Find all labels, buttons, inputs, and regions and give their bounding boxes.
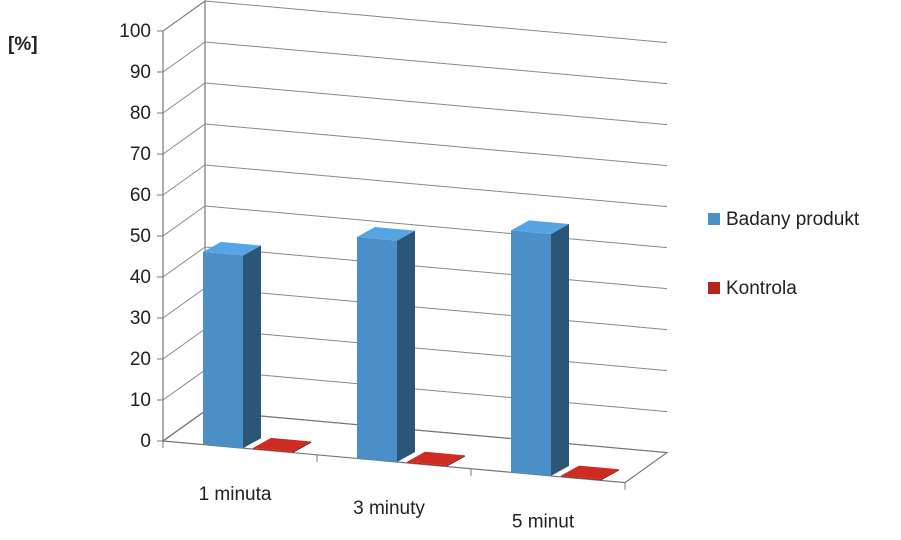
y-tick-label-7: 70: [130, 144, 151, 165]
legend-swatch-0: [708, 213, 720, 225]
gridline-side-4: [163, 247, 205, 277]
gridline-side-9: [163, 42, 205, 72]
gridline-8: [205, 83, 667, 125]
gridline-6: [205, 165, 667, 207]
y-axis-ticks: 0 10 20 30 40 50 60 70 80 90 100: [119, 21, 163, 452]
bar-badany-produkt-1: [357, 227, 415, 462]
gridline-4: [205, 247, 667, 289]
bar-front: [357, 237, 397, 462]
x-category-label-2: 5 minut: [512, 512, 575, 533]
gridline-3: [205, 288, 667, 330]
legend-label-1: Kontrola: [726, 278, 797, 299]
y-tick-label-0: 0: [140, 431, 151, 452]
bar-side: [397, 231, 415, 462]
y-tick-label-5: 50: [130, 226, 151, 247]
gridline-side-5: [163, 206, 205, 236]
gridline-side-10: [163, 1, 205, 31]
gridline-side-7: [163, 124, 205, 154]
y-tick-label-8: 80: [130, 103, 151, 124]
y-tick-label-4: 40: [130, 267, 151, 288]
y-axis-unit-label: [%]: [8, 34, 38, 55]
bars: [203, 220, 619, 480]
x-category-label-0: 1 minuta: [199, 484, 272, 505]
gridline-side-1: [163, 370, 205, 400]
legend-swatch-1: [708, 282, 720, 294]
y-tick-label-2: 20: [130, 349, 151, 370]
y-tick-label-1: 10: [130, 390, 151, 411]
bar-side: [243, 246, 261, 449]
legend-label-0: Badany produkt: [726, 209, 860, 230]
bar-front: [511, 230, 551, 476]
gridline-side-8: [163, 83, 205, 113]
gridline-5: [205, 206, 667, 248]
bar-badany-produkt-2: [511, 220, 569, 476]
gridline-9: [205, 42, 667, 84]
bar-badany-produkt-0: [203, 242, 261, 448]
x-category-label-1: 3 minuty: [353, 498, 425, 519]
gridline-10: [205, 1, 667, 43]
gridline-side-3: [163, 288, 205, 318]
gridline-side-2: [163, 329, 205, 359]
y-tick-label-9: 90: [130, 62, 151, 83]
gridline-side-6: [163, 165, 205, 195]
gridline-1: [205, 370, 667, 412]
bar-front: [203, 252, 243, 448]
x-axis-categories: 1 minuta 3 minuty 5 minut: [199, 484, 575, 533]
y-tick-label-10: 100: [119, 21, 151, 42]
y-tick-label-3: 30: [130, 308, 151, 329]
y-tick-label-6: 60: [130, 185, 151, 206]
legend: Badany produkt Kontrola: [708, 209, 860, 299]
bar-side: [551, 224, 569, 476]
gridline-2: [205, 329, 667, 371]
gridline-7: [205, 124, 667, 166]
